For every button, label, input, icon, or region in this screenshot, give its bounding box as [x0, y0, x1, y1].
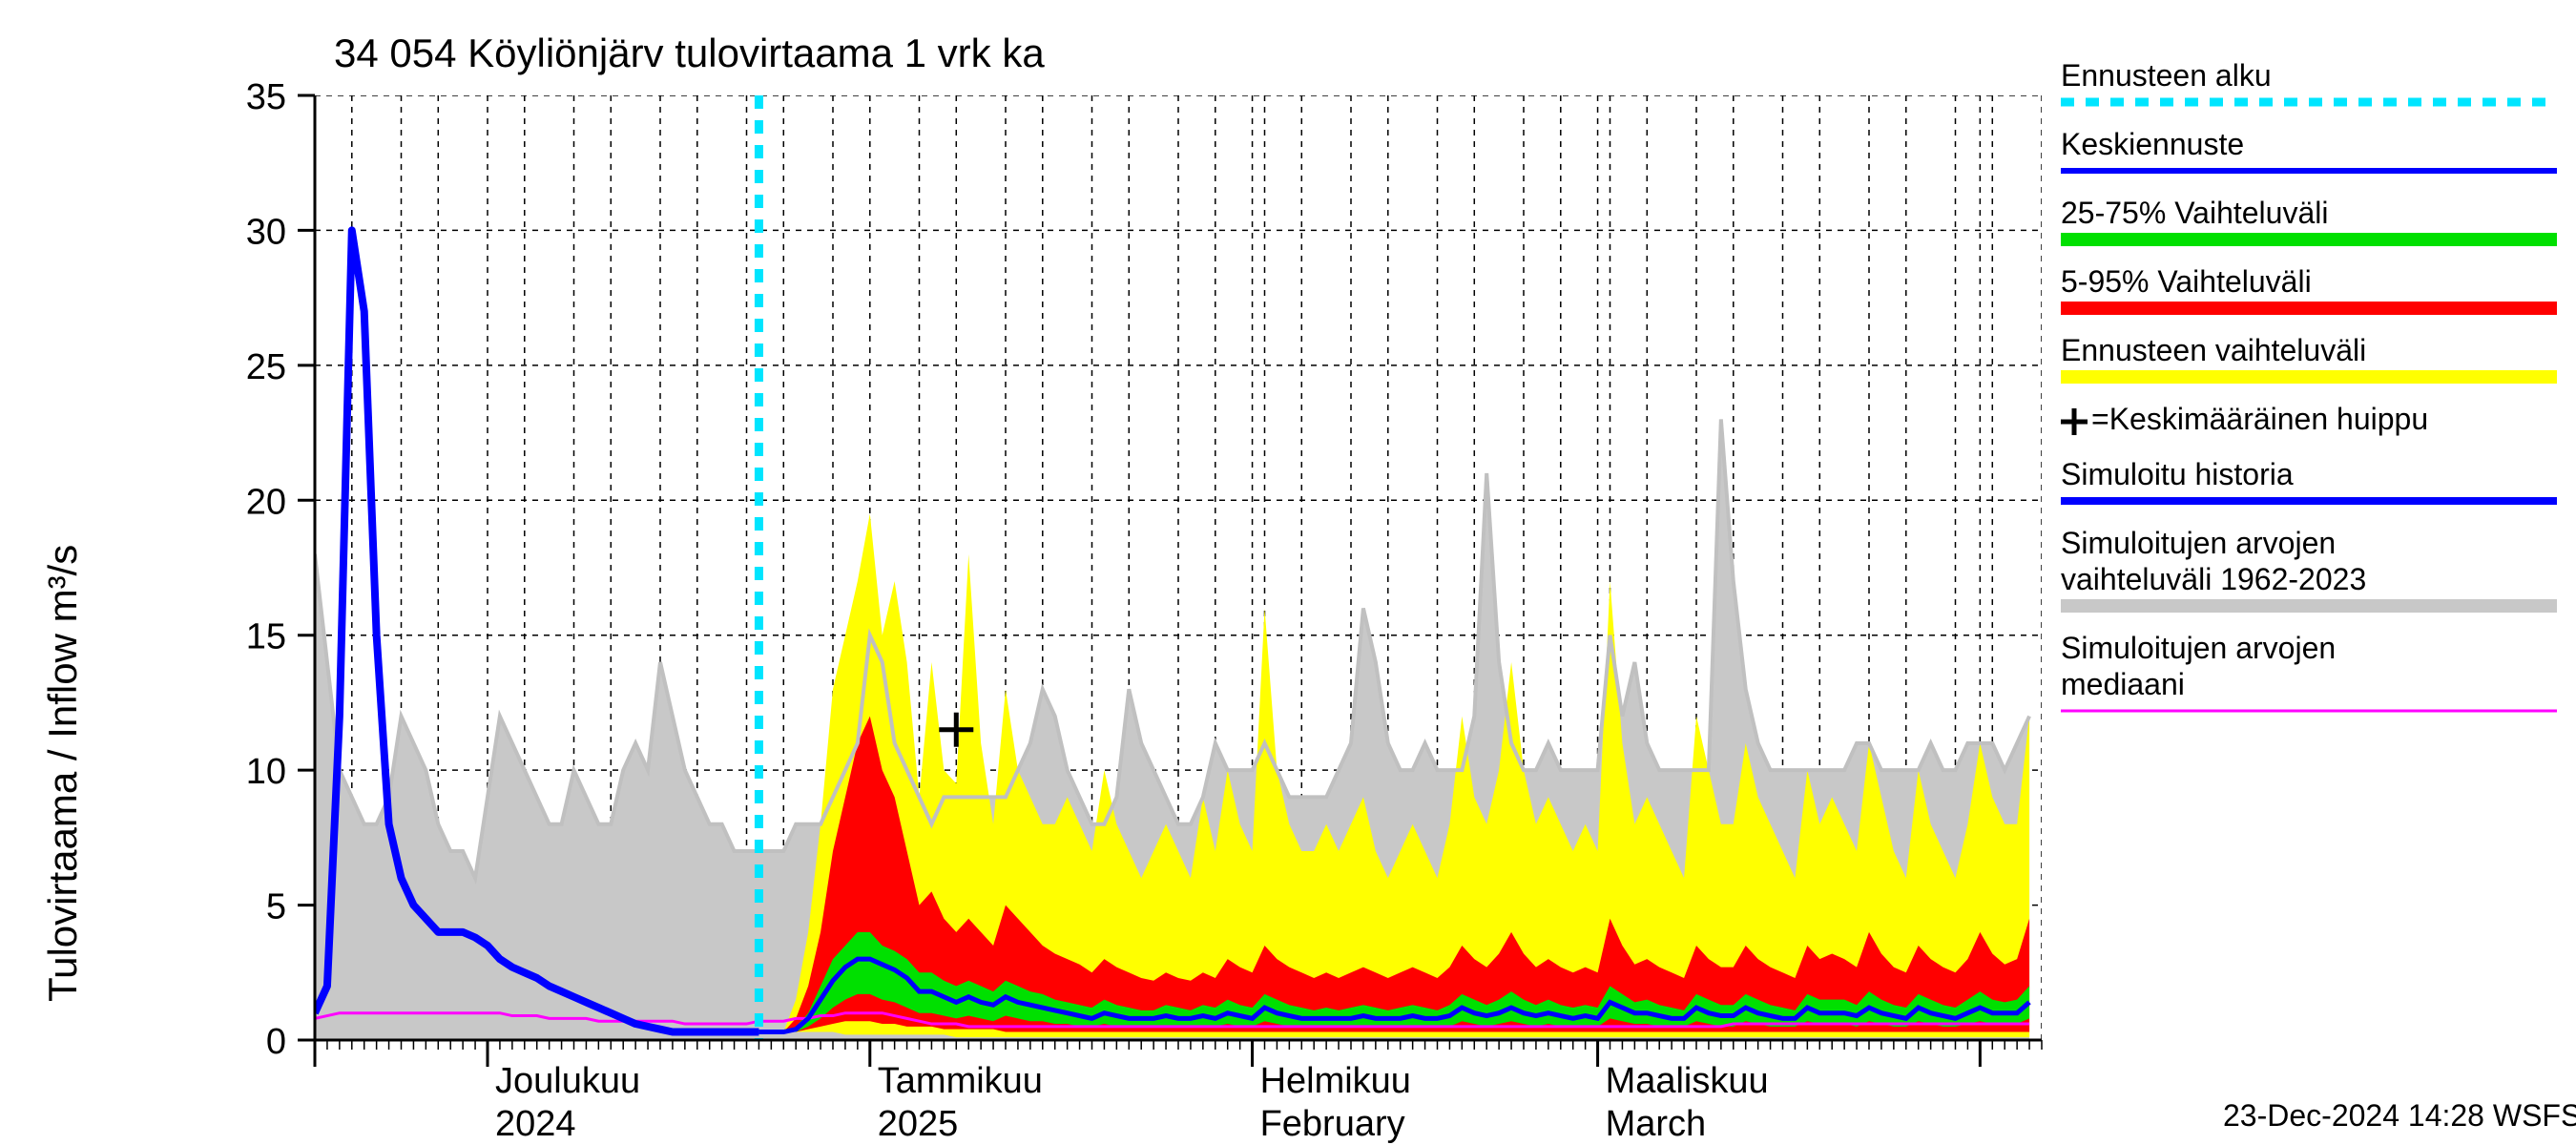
y-axis-label: Tulovirtaama / Inflow m³/s [40, 545, 85, 1002]
legend-label: 25-75% Vaihteluväli [2061, 196, 2328, 230]
month-label-2: 2025 [878, 1104, 959, 1144]
month-label: Joulukuu [495, 1061, 640, 1101]
chart-title: 34 054 Köyliönjärv tulovirtaama 1 vrk ka [334, 31, 1045, 75]
legend-swatch [2061, 370, 2557, 384]
y-tick-label: 0 [266, 1022, 286, 1062]
legend-label: Simuloitujen arvojen [2061, 631, 2336, 665]
footer-text: 23-Dec-2024 14:28 WSFS-O [2223, 1098, 2576, 1133]
y-tick-label: 25 [246, 347, 286, 387]
y-tick-label: 20 [246, 482, 286, 522]
month-label-2: February [1260, 1104, 1405, 1144]
y-tick-label: 5 [266, 887, 286, 927]
month-label-2: March [1606, 1104, 1707, 1144]
month-label: Maaliskuu [1606, 1061, 1769, 1101]
legend-label: Ennusteen vaihteluväli [2061, 333, 2366, 367]
y-tick-label: 10 [246, 752, 286, 792]
legend-swatch [2061, 302, 2557, 315]
legend-label: =Keskimääräinen huippu [2091, 402, 2428, 436]
legend-swatch [2061, 233, 2557, 246]
legend-swatch [2061, 599, 2557, 613]
legend-label: Ennusteen alku [2061, 58, 2272, 93]
month-label: Helmikuu [1260, 1061, 1411, 1101]
legend-label: Simuloitujen arvojen [2061, 526, 2336, 560]
legend-label: Simuloitu historia [2061, 457, 2294, 491]
legend-label: mediaani [2061, 667, 2185, 701]
month-label: Tammikuu [878, 1061, 1043, 1101]
y-tick-label: 35 [246, 77, 286, 117]
chart-svg: 05101520253035Joulukuu2024Tammikuu2025He… [0, 0, 2576, 1145]
y-tick-label: 30 [246, 212, 286, 252]
month-label-2: 2024 [495, 1104, 576, 1144]
y-tick-label: 15 [246, 617, 286, 657]
chart-container: 05101520253035Joulukuu2024Tammikuu2025He… [0, 0, 2576, 1145]
legend-label: vaihteluväli 1962-2023 [2061, 562, 2366, 596]
legend-plus-icon [2061, 408, 2088, 435]
legend-label: Keskiennuste [2061, 127, 2244, 161]
legend-label: 5-95% Vaihteluväli [2061, 264, 2312, 299]
